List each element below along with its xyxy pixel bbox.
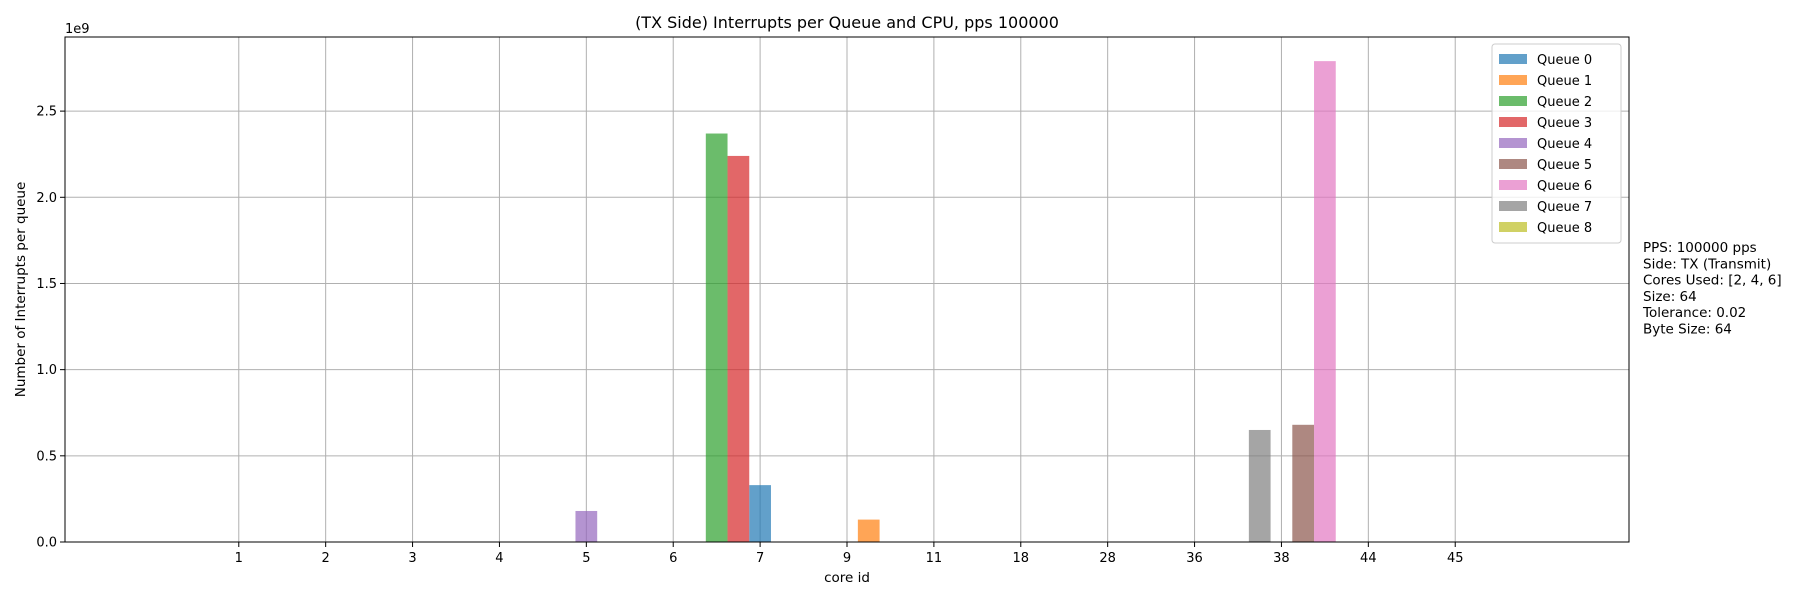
x-tick-label: 44 xyxy=(1360,551,1377,566)
legend-label: Queue 5 xyxy=(1537,158,1592,173)
info-line: Tolerance: 0.02 xyxy=(1642,305,1746,321)
ticks: 0.00.51.01.52.02.51 2 3 4 5 6 7 9 11 18 28 36 38 44 45 xyxy=(36,105,1463,566)
legend-swatch xyxy=(1499,222,1527,232)
y-axis-scale-label: 1e9 xyxy=(65,22,90,37)
y-tick-label: 1.0 xyxy=(36,363,57,378)
bar-queue-0-core-9 xyxy=(749,485,771,542)
chart-title: (TX Side) Interrupts per Queue and CPU, … xyxy=(635,13,1059,32)
legend-swatch xyxy=(1499,138,1527,148)
legend-swatch xyxy=(1499,180,1527,190)
legend-label: Queue 1 xyxy=(1537,74,1592,89)
y-tick-label: 0.0 xyxy=(36,536,57,551)
legend-swatch xyxy=(1499,159,1527,169)
x-tick-label: 11 xyxy=(926,551,943,566)
legend-swatch xyxy=(1499,117,1527,127)
y-tick-label: 1.5 xyxy=(36,277,57,292)
bar-queue-5-core-38 xyxy=(1292,424,1315,542)
x-tick-label: 28 xyxy=(1099,551,1116,566)
legend-swatch xyxy=(1499,75,1527,85)
x-tick-label: 7 xyxy=(756,551,764,566)
legend-label: Queue 3 xyxy=(1537,116,1592,131)
bar-queue-2-core-7 xyxy=(705,133,728,542)
bar-queue-3-core-7 xyxy=(727,155,750,542)
legend-label: Queue 2 xyxy=(1537,95,1592,110)
y-tick-label: 0.5 xyxy=(36,449,57,464)
bars xyxy=(575,61,1336,542)
x-tick-label: 5 xyxy=(582,551,590,566)
x-tick-label: 36 xyxy=(1186,551,1203,566)
x-tick-label: 45 xyxy=(1447,551,1464,566)
legend-label: Queue 0 xyxy=(1537,53,1592,68)
legend-label: Queue 6 xyxy=(1537,179,1592,194)
bar-queue-4-core-5 xyxy=(575,510,598,542)
bar-queue-1-core-11 xyxy=(857,519,880,542)
legend-swatch xyxy=(1499,96,1527,106)
x-tick-label: 3 xyxy=(408,551,416,566)
info-line: Size: 64 xyxy=(1643,289,1697,305)
bar-queue-7-core-36 xyxy=(1248,429,1271,542)
x-tick-label: 18 xyxy=(1013,551,1030,566)
y-tick-label: 2.0 xyxy=(36,191,57,206)
x-tick-label: 1 xyxy=(235,551,243,566)
info-line: Side: TX (Transmit) xyxy=(1643,256,1771,272)
legend-label: Queue 4 xyxy=(1537,137,1592,152)
legend-swatch xyxy=(1499,54,1527,64)
legend-label: Queue 7 xyxy=(1537,200,1592,215)
y-tick-label: 2.5 xyxy=(36,105,57,120)
x-tick-label: 2 xyxy=(322,551,330,566)
grid-lines xyxy=(65,37,1629,543)
info-line: Byte Size: 64 xyxy=(1643,322,1732,338)
x-axis-label: core id xyxy=(824,570,870,586)
y-axis-label: Number of Interrupts per queue xyxy=(13,182,29,398)
x-tick-label: 4 xyxy=(495,551,503,566)
legend-swatch xyxy=(1499,201,1527,211)
x-tick-label: 6 xyxy=(669,551,677,566)
x-tick-label: 9 xyxy=(843,551,851,566)
bar-queue-6-core-38 xyxy=(1314,61,1336,542)
x-tick-label: 38 xyxy=(1273,551,1290,566)
info-line: PPS: 100000 pps xyxy=(1643,240,1757,256)
legend-box xyxy=(1491,43,1622,244)
legend: Queue 0 Queue 1 Queue 2 Queue 3 Queue 4 Queue… xyxy=(1491,43,1622,244)
info-line: Cores Used: [2, 4, 6] xyxy=(1643,273,1782,289)
legend-label: Queue 8 xyxy=(1537,221,1592,236)
